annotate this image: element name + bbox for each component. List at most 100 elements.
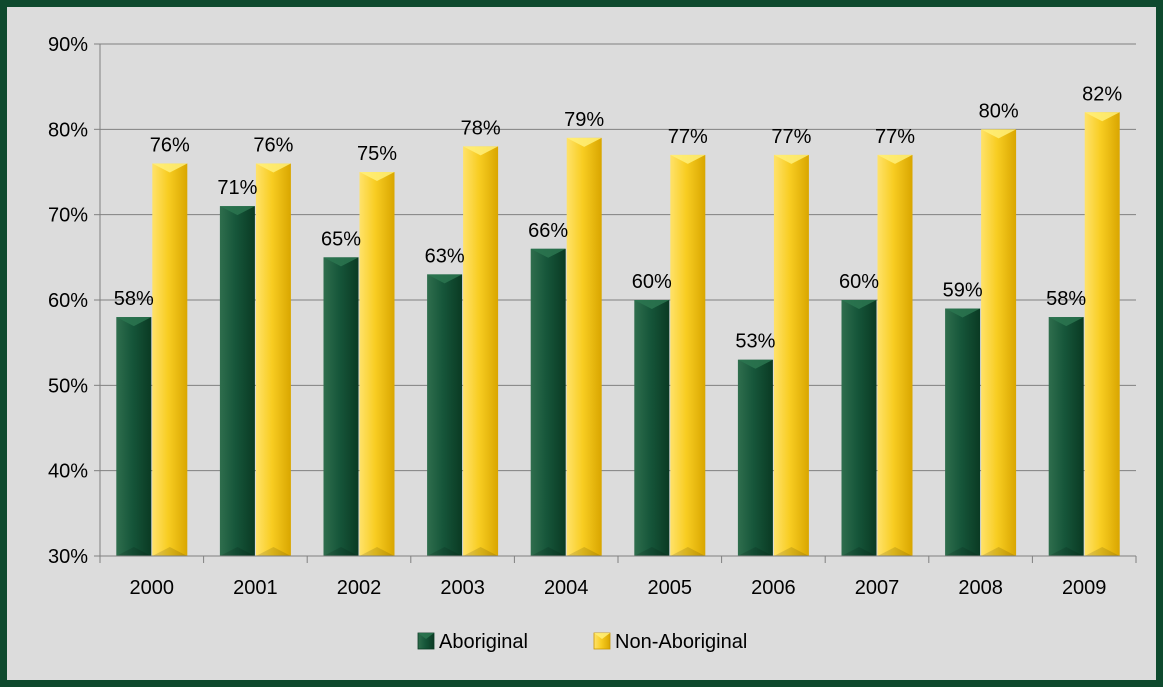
bar-base-shade [359, 547, 395, 556]
bar-base-shade [773, 547, 809, 556]
bar-aboriginal [323, 257, 359, 556]
bar-bevel [945, 308, 981, 318]
y-tick-label: 80% [48, 119, 88, 141]
x-tick-label: 2008 [958, 577, 1003, 599]
bar-bevel [1048, 317, 1084, 327]
bar-non-aboriginal [255, 163, 291, 556]
data-label: 59% [943, 280, 983, 302]
data-label: 58% [1046, 288, 1086, 310]
bar-base-shade [463, 547, 499, 556]
bar-base-shade [530, 547, 566, 556]
legend: Aboriginal Non-Aboriginal [417, 631, 747, 653]
data-label: 53% [735, 331, 775, 353]
bar-bevel [427, 274, 463, 284]
data-label: 78% [461, 117, 501, 139]
y-tick-label: 40% [48, 461, 88, 483]
bar-aboriginal [841, 300, 877, 556]
bar-base-shade [981, 547, 1017, 556]
data-label: 77% [875, 126, 915, 148]
bar-bevel [773, 154, 809, 164]
data-label: 76% [253, 134, 293, 156]
bar-bevel [116, 317, 152, 327]
legend-swatch-bevel [594, 633, 610, 639]
bar-base-shade [634, 547, 670, 556]
bar-non-aboriginal [152, 163, 188, 556]
bar-non-aboriginal [463, 146, 499, 556]
bar-non-aboriginal [566, 137, 602, 556]
bar-non-aboriginal [981, 129, 1017, 557]
legend-swatch-bevel [418, 633, 434, 639]
bar-aboriginal [219, 206, 255, 556]
bar-bevel [566, 137, 602, 147]
y-tick-label: 50% [48, 375, 88, 397]
data-label: 77% [668, 126, 708, 148]
bar-base-shade [255, 547, 291, 556]
bar-bevel [323, 257, 359, 267]
data-label: 75% [357, 143, 397, 165]
x-tick-label: 2000 [130, 577, 175, 599]
axes: 30% 40% 50% 60% 70% 80% 90% 2000 2001 2002 2003 200… [48, 34, 1137, 599]
data-label: 58% [114, 288, 154, 310]
bar-non-aboriginal [1084, 112, 1120, 557]
bar-bevel [152, 163, 188, 173]
bar-base-shade [737, 547, 773, 556]
bar-bevel [530, 248, 566, 258]
bar-bevel [255, 163, 291, 173]
x-tick-label: 2005 [648, 577, 693, 599]
bar-bevel [359, 172, 395, 181]
x-tick-label: 2003 [440, 577, 485, 599]
y-tick-label: 60% [48, 290, 88, 312]
legend-label-non-aboriginal: Non-Aboriginal [615, 631, 747, 653]
y-tick-label: 70% [48, 205, 88, 227]
bar-base-shade [152, 547, 188, 556]
bar-aboriginal [427, 274, 463, 556]
bar-bevel [1084, 112, 1120, 122]
bar-bevel [219, 206, 255, 216]
data-label: 66% [528, 220, 568, 242]
y-tick-label: 30% [48, 546, 88, 568]
bar-base-shade [219, 547, 255, 556]
x-tick-label: 2009 [1062, 577, 1107, 599]
bar-base-shade [841, 547, 877, 556]
data-label: 76% [150, 134, 190, 156]
data-label: 65% [321, 228, 361, 250]
bar-base-shade [566, 547, 602, 556]
bar-base-shade [323, 547, 359, 556]
data-label: 60% [839, 271, 879, 293]
data-labels: 58% 76% 71% 76% 65% 75% 63% 78% 66% 79% 60% 77% 53% 7… [114, 83, 1123, 352]
data-label: 60% [632, 271, 672, 293]
bar-aboriginal [530, 248, 566, 557]
data-label: 82% [1082, 83, 1122, 105]
bar-base-shade [945, 547, 981, 556]
x-tick-label: 2004 [544, 577, 589, 599]
bar-base-shade [670, 547, 706, 556]
bar-aboriginal [1048, 317, 1084, 556]
legend-label-aboriginal: Aboriginal [439, 631, 528, 653]
bar-base-shade [427, 547, 463, 556]
bar-bevel [877, 154, 913, 164]
bars [116, 112, 1120, 557]
x-tick-label: 2007 [855, 577, 900, 599]
bar-non-aboriginal [773, 154, 809, 556]
bar-aboriginal [116, 317, 152, 556]
bar-aboriginal [945, 308, 981, 556]
bar-bevel [634, 300, 670, 309]
bar-bevel [981, 129, 1017, 139]
bar-non-aboriginal [877, 154, 913, 556]
bar-base-shade [877, 547, 913, 556]
bar-aboriginal [737, 359, 773, 556]
data-label: 77% [771, 126, 811, 148]
data-label: 79% [564, 109, 604, 131]
bar-base-shade [1048, 547, 1084, 556]
y-tick-label: 90% [48, 34, 88, 56]
x-tick-label: 2006 [751, 577, 796, 599]
bar-bevel [463, 146, 499, 156]
x-tick-label: 2001 [233, 577, 278, 599]
bar-aboriginal [634, 300, 670, 556]
bar-non-aboriginal [359, 172, 395, 556]
bar-bevel [670, 154, 706, 164]
data-label: 80% [979, 100, 1019, 122]
data-label: 71% [217, 177, 257, 199]
bar-base-shade [1084, 547, 1120, 556]
bar-bevel [841, 300, 877, 309]
